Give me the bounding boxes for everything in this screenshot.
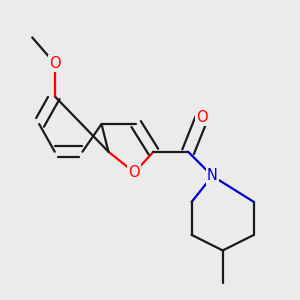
Text: O: O	[49, 56, 61, 71]
Text: O: O	[129, 165, 140, 180]
Text: O: O	[196, 110, 208, 124]
Text: N: N	[207, 169, 218, 184]
